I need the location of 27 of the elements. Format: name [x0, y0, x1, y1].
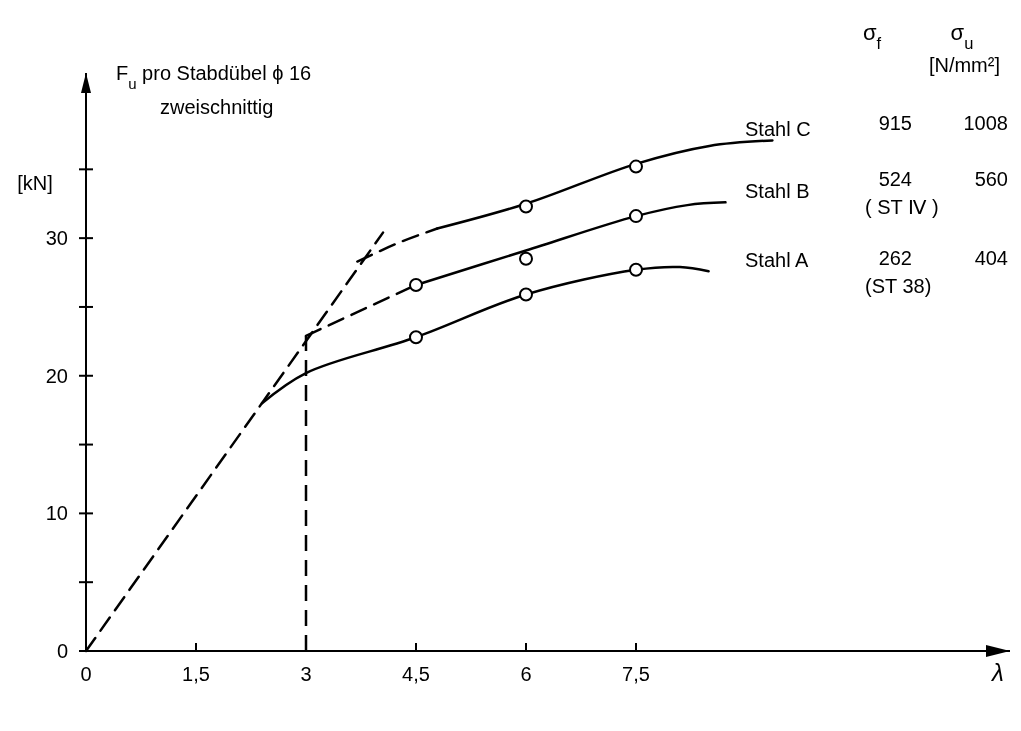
x-tick-label: 0	[80, 663, 92, 685]
annotation: 560	[974, 168, 1008, 190]
x-tick-label: 1,5	[182, 663, 210, 685]
annotation: 1008	[963, 112, 1008, 134]
x-tick-label: 3	[300, 663, 312, 685]
y-tick-label: 0	[56, 640, 68, 662]
y-tick-label: 10	[45, 502, 68, 525]
annotation: [N/mm²]	[928, 54, 1000, 76]
annotation: ( ST Ⅳ )	[865, 196, 939, 218]
y-tick-label: 20	[45, 364, 68, 387]
annotation: 915	[878, 112, 912, 134]
text: σ$_{u}$	[950, 20, 974, 52]
chart-title: F$_{u}$ pro Stabdübel ϕ 16 zweischnittig	[116, 62, 312, 118]
series-label: Stahl A	[745, 249, 810, 272]
x-tick-label: 4,5	[402, 663, 430, 685]
annotation: (ST 38)	[865, 275, 932, 297]
x-tick-label: 7,5	[622, 663, 650, 685]
x-tick-label: 6	[520, 663, 532, 685]
y-tick-label: 30	[45, 227, 68, 250]
x-axis-title: λ	[990, 659, 1004, 686]
series-label: Stahl C	[745, 118, 811, 141]
annotation: 524	[878, 168, 912, 190]
annotation: 262	[878, 247, 912, 269]
series-label: Stahl B	[745, 180, 810, 203]
y-axis-title: [kN]	[17, 172, 53, 194]
text: σ$_{f}$	[862, 20, 882, 52]
annotation: 404	[974, 247, 1008, 269]
